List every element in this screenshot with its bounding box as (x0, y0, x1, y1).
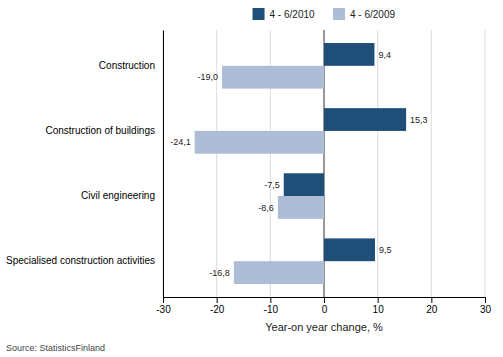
x-tick: 20 (426, 297, 438, 315)
legend-swatch (333, 8, 345, 20)
x-tick-mark (270, 297, 271, 303)
x-axis: -30 -20 -10 0 10 20 30 (156, 297, 491, 315)
x-tick-mark (378, 297, 379, 303)
y-tick-label: Specialised construction activities (6, 255, 155, 266)
bars (195, 43, 406, 284)
x-tick-label: 0 (322, 304, 328, 315)
data-label: -24,1 (170, 137, 191, 147)
bar (324, 43, 374, 66)
legend-label: 4 - 6/2009 (350, 9, 395, 20)
bar (234, 261, 324, 284)
y-tick-label: Construction of buildings (45, 125, 155, 136)
data-labels: 9,4 15,3 -7,5 9,5 -19,0 -24,1 -8,6 -16,8 (170, 50, 427, 278)
x-tick-label: 20 (426, 304, 438, 315)
legend-item: 4 - 6/2010 (253, 8, 315, 20)
legend-label: 4 - 6/2010 (270, 9, 315, 20)
x-tick-mark (485, 297, 486, 303)
y-tick: Construction (99, 60, 163, 71)
bar (195, 131, 324, 154)
data-label: 9,5 (379, 245, 392, 255)
data-label: -7,5 (264, 180, 280, 190)
y-tick-label: Civil engineering (81, 190, 155, 201)
x-tick: 0 (322, 297, 328, 315)
data-label: -8,6 (258, 203, 274, 213)
x-tick-label: -10 (264, 304, 279, 315)
x-tick: 30 (480, 297, 492, 315)
bar (278, 196, 324, 219)
x-tick-mark (431, 297, 432, 303)
x-tick-label: 10 (373, 304, 385, 315)
data-label: 9,4 (378, 50, 391, 60)
data-label: 15,3 (410, 115, 428, 125)
y-tick: Civil engineering (81, 190, 163, 201)
x-tick-mark (324, 297, 325, 303)
grid-line (216, 30, 217, 297)
bar (324, 238, 375, 261)
grid-line (431, 30, 432, 297)
x-tick: 10 (373, 297, 385, 315)
y-tick: Construction of buildings (45, 125, 163, 136)
legend-swatch (253, 8, 265, 20)
grid-line (485, 30, 486, 297)
grid (163, 30, 485, 297)
x-axis-line (164, 298, 486, 304)
bar (324, 108, 406, 131)
x-axis-title: Year-on year change, % (265, 321, 383, 333)
grid-line (163, 30, 164, 297)
y-axis: Construction Construction of buildings Civ… (6, 31, 163, 298)
legend-item: 4 - 6/2009 (333, 8, 395, 20)
x-tick: -10 (264, 297, 279, 315)
data-label: -19,0 (198, 72, 219, 82)
source-note: Source: StatisticsFinland (6, 343, 105, 353)
bar (222, 66, 324, 89)
x-tick: -30 (156, 297, 171, 315)
y-axis-line (163, 31, 164, 298)
bar (284, 173, 324, 196)
plot: 9,415,3-7,59,5-19,0-24,1-8,6-16,8-30-20-… (6, 30, 491, 333)
x-tick-label: -20 (210, 304, 225, 315)
x-tick-label: -30 (156, 304, 171, 315)
chart: 9,415,3-7,59,5-19,0-24,1-8,6-16,8-30-20-… (0, 0, 503, 357)
x-tick-mark (217, 297, 218, 303)
x-tick-mark (163, 297, 164, 303)
data-label: -16,8 (209, 268, 230, 278)
y-tick: Specialised construction activities (6, 255, 163, 266)
x-tick: -20 (210, 297, 225, 315)
y-tick-label: Construction (99, 60, 155, 71)
x-tick-label: 30 (480, 304, 492, 315)
legend: 4 - 6/2010 4 - 6/2009 (253, 8, 396, 20)
grid-line (377, 30, 378, 297)
